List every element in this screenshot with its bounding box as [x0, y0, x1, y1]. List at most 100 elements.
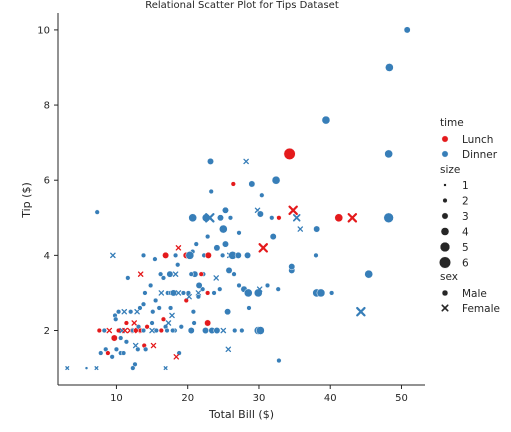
y-axis-label: Tip ($) [20, 182, 33, 219]
data-point [220, 252, 226, 258]
data-point [173, 354, 180, 360]
data-point [96, 327, 102, 334]
data-point [125, 275, 131, 281]
legend-label: 2 [462, 195, 469, 207]
legend-label: Lunch [462, 134, 493, 146]
data-point [207, 157, 214, 165]
data-point [224, 308, 232, 316]
data-point [195, 294, 201, 300]
data-point [198, 271, 204, 277]
data-point [253, 288, 263, 298]
data-point [128, 309, 134, 315]
data-point [137, 305, 143, 311]
data-point [195, 290, 202, 296]
legend-title-size: size [440, 164, 460, 176]
data-point [152, 256, 158, 262]
data-point [283, 147, 296, 160]
data-point [225, 346, 232, 353]
data-point [115, 309, 122, 315]
data-point [166, 270, 174, 278]
data-point [188, 271, 194, 277]
data-point [180, 290, 187, 296]
data-point [144, 324, 150, 330]
data-point [113, 316, 119, 322]
data-point [213, 327, 221, 334]
legend-size-marker [443, 183, 447, 187]
data-point [187, 327, 195, 334]
data-point [160, 275, 167, 281]
data-point [149, 327, 155, 334]
data-point [110, 252, 116, 259]
data-point [217, 286, 223, 292]
data-point [211, 290, 217, 296]
legend-label: Dinner [462, 149, 498, 161]
data-point [227, 215, 234, 221]
x-tick-label: 20 [181, 393, 194, 404]
legend-title-style: sex [440, 271, 458, 283]
data-point [269, 233, 277, 241]
data-point [205, 213, 215, 223]
data-point [239, 327, 245, 334]
legend-swatch [441, 135, 449, 143]
data-point [163, 366, 168, 371]
x-axis-label: Total Bill ($) [208, 408, 274, 421]
data-point [256, 286, 263, 292]
data-point [122, 327, 128, 334]
data-point [246, 305, 252, 311]
data-point [186, 293, 192, 300]
x-tick-label: 30 [253, 393, 266, 404]
legend-label: 6 [462, 257, 469, 269]
data-point [178, 324, 184, 330]
data-point [153, 297, 159, 304]
data-point [169, 289, 177, 297]
data-point [244, 251, 252, 259]
data-point [269, 215, 275, 221]
data-point [256, 326, 265, 335]
data-point [231, 271, 237, 277]
data-point [191, 320, 197, 326]
data-point [217, 214, 224, 222]
data-point [205, 290, 211, 296]
data-point [264, 282, 271, 289]
data-point [131, 320, 138, 326]
data-point [243, 288, 253, 298]
y-tick-label: 2 [44, 326, 50, 337]
data-point [106, 327, 113, 334]
data-point [288, 205, 298, 216]
y-tick-label: 8 [44, 101, 50, 112]
data-point [175, 290, 182, 296]
data-point [225, 266, 233, 274]
data-point [204, 251, 212, 259]
data-point [110, 334, 118, 342]
data-point [205, 233, 211, 240]
legend-size-marker [441, 212, 449, 220]
data-point [148, 282, 154, 289]
x-tick-label: 10 [110, 393, 123, 404]
data-point [158, 327, 164, 334]
data-point [118, 335, 124, 341]
legend-size-marker [442, 197, 448, 204]
data-point [142, 290, 148, 296]
y-tick-label: 10 [37, 25, 50, 36]
data-point [188, 213, 197, 223]
data-point [123, 320, 130, 326]
data-point [140, 301, 147, 307]
data-point [162, 251, 170, 259]
data-point [364, 269, 374, 279]
data-point [195, 281, 203, 289]
data-point [222, 206, 229, 214]
data-point [213, 275, 219, 281]
data-point [65, 366, 70, 371]
data-point [313, 225, 321, 233]
data-point [123, 339, 130, 345]
legend-size-marker [440, 227, 450, 236]
data-point [140, 252, 147, 258]
data-point [156, 305, 162, 311]
data-point [137, 271, 144, 277]
data-point [329, 290, 335, 296]
data-point [200, 286, 206, 292]
data-point [347, 213, 358, 223]
legend-label: 5 [462, 242, 469, 254]
data-point [276, 357, 282, 364]
